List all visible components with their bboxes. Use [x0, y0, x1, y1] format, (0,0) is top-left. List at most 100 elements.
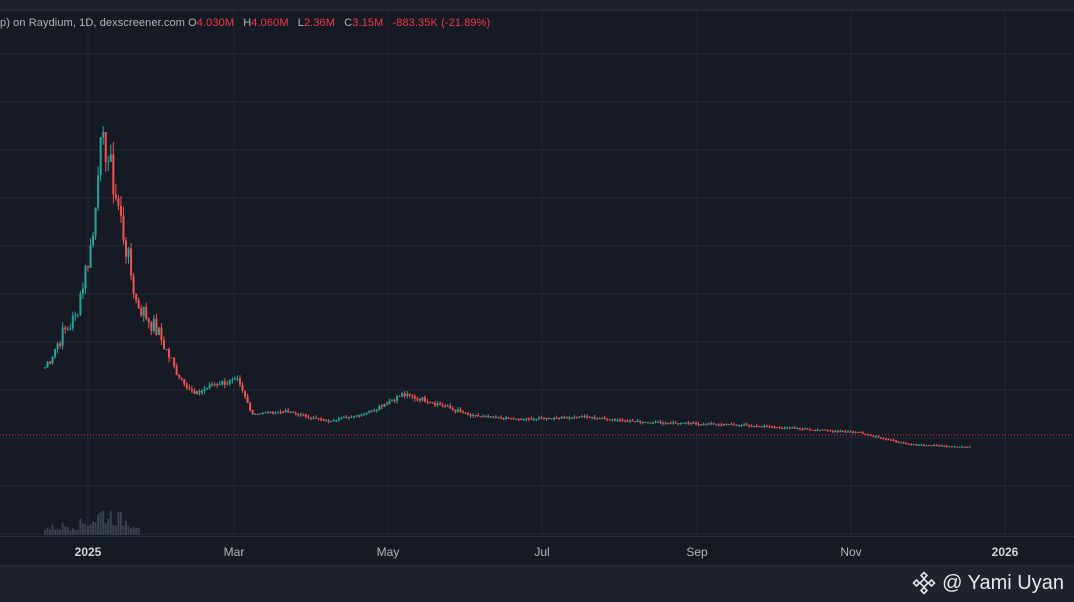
candle-body	[413, 396, 416, 399]
candle-body	[180, 377, 183, 380]
candle-body	[750, 425, 753, 427]
high-value: 4.060M	[251, 17, 289, 29]
candle	[469, 413, 472, 419]
candle-body	[188, 387, 191, 389]
candle-body	[292, 411, 295, 413]
candle-body	[216, 384, 219, 386]
candle-body	[649, 422, 652, 424]
watermark: @ Yami Uyan	[912, 565, 1064, 601]
candle	[884, 437, 887, 441]
candle	[935, 444, 938, 447]
close-value: 3.15M	[352, 17, 384, 29]
candle-body	[307, 416, 310, 418]
candle-body	[203, 389, 206, 391]
candle-body	[897, 442, 900, 444]
candle	[948, 446, 951, 448]
candle-body	[598, 418, 601, 420]
candle-body	[884, 438, 887, 440]
volume-bar	[87, 525, 89, 535]
candle	[786, 426, 789, 430]
candle-body	[231, 379, 234, 381]
high-label: H	[243, 17, 252, 29]
candle-body	[365, 413, 368, 415]
candle	[601, 417, 604, 420]
candle	[218, 381, 221, 386]
candle	[920, 443, 923, 446]
candle	[796, 427, 799, 430]
candle-body	[228, 380, 231, 384]
candle	[426, 398, 429, 404]
price-chart[interactable]	[0, 11, 1074, 536]
candle	[464, 411, 467, 414]
candle	[606, 418, 609, 422]
candle	[710, 421, 713, 425]
candle-body	[689, 422, 692, 424]
candle	[406, 391, 409, 399]
candle-body	[659, 421, 662, 424]
candle	[431, 402, 434, 404]
candle-body	[279, 411, 282, 413]
candle	[312, 415, 315, 420]
candle-body	[507, 417, 510, 419]
candle-body	[269, 411, 272, 414]
chart-pane[interactable]	[0, 11, 1074, 536]
candle	[287, 407, 290, 414]
watermark-text: @ Yami Uyan	[942, 571, 1064, 594]
candle-body	[317, 418, 320, 420]
candle-body	[537, 417, 540, 419]
candle	[142, 306, 145, 322]
candle-body	[79, 294, 82, 315]
candle-body	[803, 428, 806, 430]
candle	[510, 417, 513, 420]
volume-bar	[99, 512, 102, 535]
candle	[388, 398, 391, 405]
candle-body	[532, 419, 535, 421]
candle	[365, 412, 368, 415]
candle-body	[925, 445, 928, 447]
candle-body	[517, 418, 520, 420]
candle	[788, 426, 791, 430]
candle	[550, 418, 553, 420]
candle	[548, 417, 551, 420]
candle-body	[895, 440, 898, 443]
candle	[776, 426, 779, 429]
candle	[674, 420, 677, 424]
candle-body	[768, 426, 771, 428]
volume-bar	[51, 524, 54, 535]
candle-body	[84, 266, 87, 289]
candle-body	[59, 343, 62, 346]
candle-body	[449, 405, 452, 409]
candle-body	[583, 416, 586, 418]
candle-body	[656, 421, 659, 423]
volume-bar	[64, 526, 67, 535]
candle	[573, 414, 576, 420]
candle-body	[527, 418, 530, 420]
candle-body	[902, 442, 905, 444]
candle	[198, 389, 201, 396]
candle	[608, 418, 611, 421]
candle-body	[140, 308, 143, 316]
candle	[892, 438, 895, 442]
candle	[393, 398, 396, 403]
candle-body	[765, 426, 768, 428]
candle	[575, 416, 578, 419]
candle	[322, 418, 325, 422]
candle-body	[502, 418, 505, 420]
candle	[634, 421, 637, 423]
candle	[122, 206, 125, 245]
candle-body	[398, 396, 401, 398]
candle	[955, 446, 958, 448]
candle	[112, 142, 115, 204]
candle	[763, 424, 766, 429]
candle	[49, 360, 52, 365]
time-axis[interactable]: 2025 Mar May Jul Sep Nov 2026	[0, 536, 1074, 566]
candle	[211, 381, 214, 387]
low-label: L	[297, 17, 304, 29]
candle	[411, 394, 414, 400]
candle-body	[839, 431, 842, 433]
candle	[147, 317, 150, 329]
candle	[117, 194, 120, 211]
candle-body	[867, 434, 870, 436]
candle-body	[745, 424, 748, 426]
candle	[294, 411, 297, 416]
